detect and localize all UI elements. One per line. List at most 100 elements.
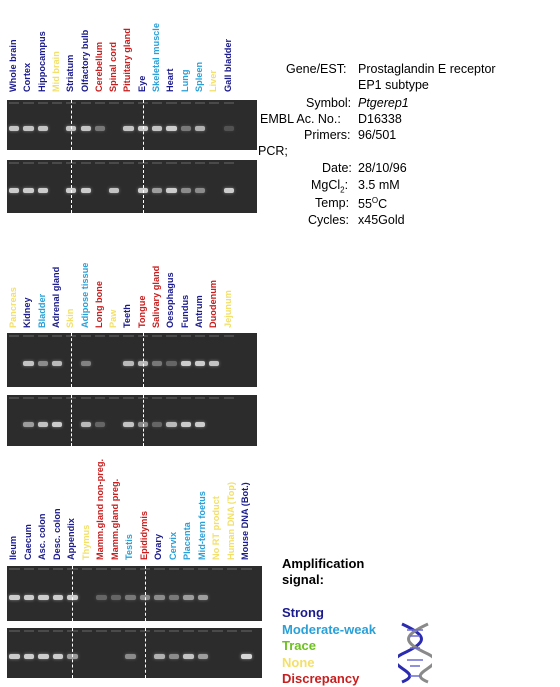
gel-well	[94, 397, 106, 399]
gel-well	[23, 335, 34, 337]
gel-well	[223, 397, 234, 399]
gel-well	[152, 162, 163, 164]
gel-band	[80, 188, 91, 193]
lane-label: Antrum	[193, 295, 204, 328]
gel-band	[125, 654, 136, 659]
lane-label: Cerebellum	[93, 41, 104, 92]
temp-value: 55OC	[358, 196, 388, 212]
gel-well	[194, 397, 206, 399]
lane-divider	[71, 100, 73, 150]
gel-band	[137, 361, 148, 366]
gel-well	[180, 397, 191, 399]
lane-divider	[71, 160, 73, 213]
lane-label: Fundus	[179, 294, 190, 328]
gel-well	[152, 335, 163, 337]
gel-well	[123, 335, 134, 337]
lane-divider	[142, 333, 144, 387]
mgcl-value: 3.5 mM	[358, 178, 400, 192]
gel-well	[223, 102, 234, 104]
gel-band	[37, 422, 48, 427]
gel-well	[209, 335, 220, 337]
gel-well	[94, 102, 106, 104]
lane-label: Teeth	[122, 304, 133, 328]
gel-image	[7, 333, 257, 387]
lane-label: Desc. colon	[51, 508, 62, 560]
lane-label: Kidney	[22, 297, 33, 328]
gel-band	[137, 188, 148, 193]
lane-label: No RT product	[211, 496, 221, 560]
gel-band	[52, 654, 63, 659]
gel-band	[154, 654, 165, 659]
gel-well	[23, 568, 34, 570]
gel-band	[152, 422, 163, 427]
gel-well	[80, 397, 91, 399]
gel-band	[94, 422, 106, 427]
cycles-value: x45Gold	[358, 213, 405, 227]
lane-divider	[142, 160, 144, 213]
gel-well	[223, 335, 234, 337]
gel-band	[166, 126, 177, 131]
gel-band	[168, 654, 179, 659]
gel-band	[52, 595, 63, 600]
lane-divider	[72, 628, 74, 678]
lane-label: Pituitary gland	[122, 28, 133, 92]
gel-image	[7, 100, 257, 150]
lane-label: Ovary	[153, 533, 163, 560]
gel-well	[154, 568, 165, 570]
gel-band	[37, 188, 48, 193]
gel-well	[66, 335, 77, 337]
gel-band	[23, 654, 34, 659]
gel-band	[66, 188, 77, 193]
lane-label: Spleen	[193, 61, 204, 92]
gel-well	[154, 630, 165, 632]
gel-well	[23, 397, 34, 399]
gel-well	[209, 102, 220, 104]
gel-band	[80, 422, 91, 427]
gel-well	[137, 397, 148, 399]
gel-band	[80, 126, 91, 131]
gel-image	[7, 566, 262, 621]
legend-title-line1: Amplification	[282, 556, 365, 571]
lane-divider	[72, 566, 74, 621]
gene-value-line1: Prostaglandin E receptor	[358, 62, 496, 76]
gel-band	[154, 595, 165, 600]
gel-well	[80, 102, 91, 104]
gel-band	[23, 422, 34, 427]
gel-well	[152, 397, 163, 399]
lane-label: Adipose tissue	[79, 262, 90, 328]
gel-well	[123, 397, 134, 399]
gel-band	[180, 422, 191, 427]
dna-helix-icon	[398, 622, 432, 684]
gel-well	[197, 568, 208, 570]
gel-well	[96, 568, 107, 570]
gel-well	[180, 102, 191, 104]
embl-value: D16338	[358, 112, 402, 126]
lane-divider	[144, 628, 146, 678]
gel-band	[23, 188, 34, 193]
lane-label: Jejunum	[222, 290, 233, 328]
gel-well	[9, 102, 20, 104]
gel-band	[137, 422, 148, 427]
symbol-label: Symbol:	[306, 96, 352, 110]
gel-well	[125, 630, 136, 632]
gel-band	[110, 595, 121, 600]
gel-well	[183, 568, 194, 570]
gel-band	[168, 595, 179, 600]
lane-label: Cervix	[167, 531, 178, 560]
gel-band	[51, 422, 63, 427]
gel-well	[37, 102, 48, 104]
gel-well	[226, 630, 237, 632]
gel-well	[209, 162, 220, 164]
lane-label: Spinal cord	[108, 41, 119, 92]
gel-band	[194, 422, 206, 427]
lane-label: Asc. colon	[37, 513, 47, 560]
gel-band	[9, 654, 20, 659]
date-label: Date:	[322, 161, 352, 175]
lane-label: Skin	[65, 308, 76, 328]
lane-label: Mamm.gland preg.	[109, 478, 120, 560]
gel-well	[137, 102, 148, 104]
gel-well	[168, 630, 179, 632]
gel-well	[51, 397, 63, 399]
legend-item-discrepancy: Discrepancy	[282, 671, 360, 686]
